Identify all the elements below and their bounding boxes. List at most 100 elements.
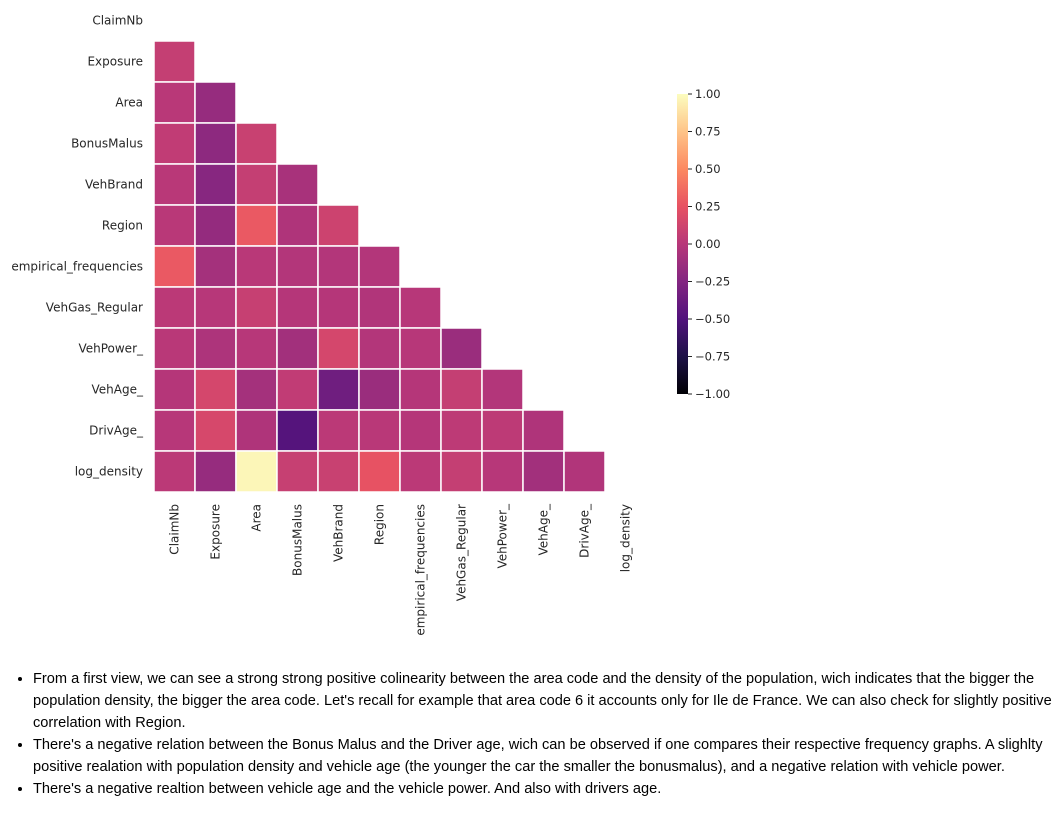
x-tick-label: Exposure — [209, 504, 223, 560]
heatmap-cell — [194, 204, 237, 247]
heatmap-cell — [399, 327, 442, 370]
colorbar-tick-label: −0.75 — [695, 350, 730, 364]
x-tick-label: ClaimNb — [168, 504, 182, 555]
y-tick-label: ClaimNb — [92, 14, 143, 28]
heatmap-cell — [153, 40, 196, 83]
correlation-heatmap: ClaimNb Exposure Area BonusMalus VehBrand Reg… — [11, 14, 730, 636]
note-item: There's a negative realtion between vehi… — [33, 778, 1064, 800]
heatmap-cell — [235, 450, 278, 493]
x-tick-label: VehAge_ — [537, 503, 551, 555]
colorbar-tick-label: −0.25 — [695, 275, 730, 289]
heatmap-cell — [194, 163, 237, 206]
heatmap-cell — [276, 163, 319, 206]
heatmap-cell — [481, 409, 524, 452]
y-tick-label: VehBrand — [85, 178, 143, 192]
y-tick-label: BonusMalus — [71, 137, 143, 151]
heatmap-cell — [276, 409, 319, 452]
x-tick-label: Area — [250, 504, 264, 532]
heatmap-cell — [399, 450, 442, 493]
heatmap-cell — [235, 204, 278, 247]
colorbar: 1.00 0.75 0.50 0.25 0.00 −0.25 −0.50 −0.75 −1.00 — [677, 87, 730, 401]
heatmap-cell — [522, 409, 565, 452]
y-tick-label: Region — [102, 219, 143, 233]
y-axis-labels: ClaimNb Exposure Area BonusMalus VehBrand Reg… — [11, 14, 144, 479]
heatmap-cell — [358, 327, 401, 370]
colorbar-tick-label: 0.75 — [695, 125, 721, 139]
x-tick-label: BonusMalus — [291, 504, 305, 576]
heatmap-cell — [317, 245, 360, 288]
heatmap-cell — [235, 163, 278, 206]
heatmap-cell — [522, 450, 565, 493]
x-axis-labels: ClaimNb Exposure Area BonusMalus VehBrand Reg… — [168, 503, 633, 636]
heatmap-cell — [358, 368, 401, 411]
colorbar-tick-label: −0.50 — [695, 312, 730, 326]
heatmap-cell — [481, 450, 524, 493]
heatmap-cell — [235, 327, 278, 370]
colorbar-gradient — [677, 94, 688, 394]
x-tick-label: VehBrand — [332, 504, 346, 562]
heatmap-cell — [358, 245, 401, 288]
heatmap-cell — [153, 81, 196, 124]
heatmap-cell — [194, 286, 237, 329]
heatmap-cell — [358, 286, 401, 329]
heatmap-cell — [276, 368, 319, 411]
heatmap-cell — [194, 245, 237, 288]
y-tick-label: log_density — [75, 465, 143, 479]
heatmap-cells — [153, 40, 606, 493]
heatmap-cell — [481, 368, 524, 411]
heatmap-cell — [235, 409, 278, 452]
heatmap-cell — [317, 368, 360, 411]
y-tick-label: Area — [115, 96, 143, 110]
colorbar-tick-label: 0.50 — [695, 162, 721, 176]
x-tick-label: log_density — [619, 504, 633, 572]
colorbar-ticks: 1.00 0.75 0.50 0.25 0.00 −0.25 −0.50 −0.75 −1.00 — [688, 87, 730, 401]
heatmap-cell — [399, 286, 442, 329]
x-tick-label: Region — [373, 504, 387, 545]
x-tick-label: DrivAge_ — [578, 503, 592, 558]
x-tick-label: VehGas_Regular — [455, 504, 469, 601]
heatmap-cell — [276, 204, 319, 247]
y-tick-label: VehAge_ — [92, 383, 144, 397]
heatmap-cell — [317, 204, 360, 247]
heatmap-cell — [153, 286, 196, 329]
note-item: From a first view, we can see a strong s… — [33, 668, 1064, 734]
heatmap-cell — [440, 327, 483, 370]
heatmap-cell — [153, 245, 196, 288]
heatmap-cell — [194, 450, 237, 493]
colorbar-tick-label: −1.00 — [695, 387, 730, 401]
heatmap-cell — [235, 286, 278, 329]
heatmap-cell — [276, 327, 319, 370]
x-tick-label: empirical_frequencies — [414, 504, 428, 636]
heatmap-cell — [276, 245, 319, 288]
analysis-notes: From a first view, we can see a strong s… — [16, 668, 1064, 800]
heatmap-cell — [235, 245, 278, 288]
heatmap-cell — [317, 327, 360, 370]
heatmap-cell — [440, 368, 483, 411]
heatmap-cell — [317, 450, 360, 493]
colorbar-tick-label: 1.00 — [695, 87, 721, 101]
heatmap-cell — [235, 122, 278, 165]
y-tick-label: VehPower_ — [78, 342, 144, 356]
heatmap-cell — [317, 286, 360, 329]
heatmap-cell — [153, 450, 196, 493]
heatmap-cell — [235, 368, 278, 411]
heatmap-cell — [399, 368, 442, 411]
heatmap-cell — [153, 409, 196, 452]
x-tick-label: VehPower_ — [496, 503, 510, 569]
y-tick-label: Exposure — [87, 55, 143, 69]
heatmap-cell — [194, 122, 237, 165]
heatmap-cell — [440, 409, 483, 452]
heatmap-cell — [399, 409, 442, 452]
heatmap-cell — [440, 450, 483, 493]
heatmap-cell — [317, 409, 360, 452]
heatmap-cell — [153, 204, 196, 247]
heatmap-cell — [194, 368, 237, 411]
heatmap-cell — [153, 368, 196, 411]
colorbar-tick-label: 0.25 — [695, 200, 721, 214]
heatmap-cell — [194, 81, 237, 124]
y-tick-label: VehGas_Regular — [46, 301, 143, 315]
note-item: There's a negative relation between the … — [33, 734, 1064, 778]
heatmap-cell — [194, 409, 237, 452]
colorbar-tick-label: 0.00 — [695, 237, 721, 251]
heatmap-cell — [358, 450, 401, 493]
